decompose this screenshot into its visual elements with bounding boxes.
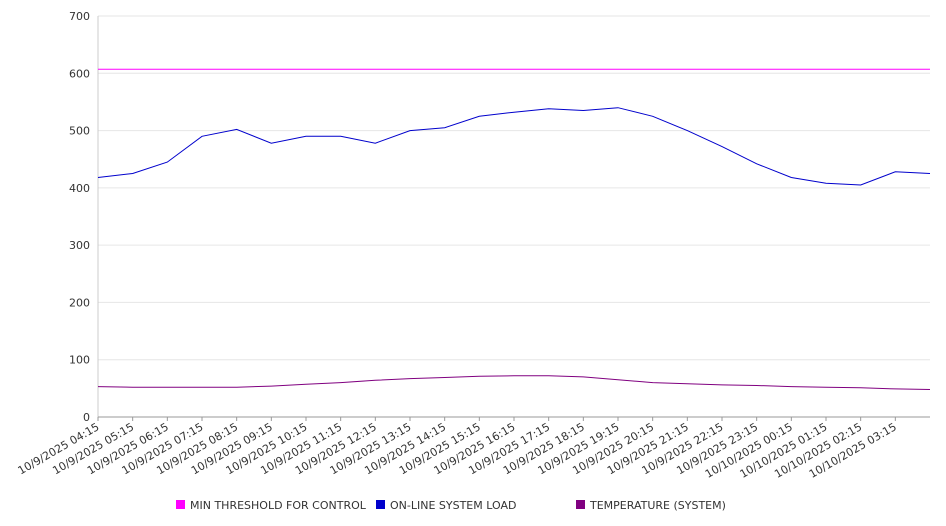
gridlines: [98, 15, 930, 361]
legend-swatch: [376, 500, 385, 509]
series-line-1: [97, 107, 931, 186]
y-tick-label: 600: [69, 67, 90, 80]
y-tick-label: 200: [69, 296, 90, 309]
legend-swatch: [576, 500, 585, 509]
y-tick-label: 400: [69, 182, 90, 195]
series-lines: [97, 68, 931, 390]
y-axis-ticks: 0 100 200 300 400 500 600 700: [69, 10, 90, 424]
y-tick-label: 300: [69, 239, 90, 252]
axes: [97, 16, 930, 418]
series-line-2: [97, 375, 931, 390]
legend-label: TEMPERATURE (SYSTEM): [589, 499, 726, 512]
legend-swatch: [176, 500, 185, 509]
y-tick-label: 700: [69, 10, 90, 23]
y-tick-label: 500: [69, 125, 90, 138]
legend-label: ON-LINE SYSTEM LOAD: [390, 499, 516, 512]
legend: MIN THRESHOLD FOR CONTROL ON-LINE SYSTEM …: [176, 499, 726, 512]
y-tick-label: 100: [69, 354, 90, 367]
y-tick-label: 0: [83, 411, 90, 424]
legend-label: MIN THRESHOLD FOR CONTROL: [190, 499, 367, 512]
